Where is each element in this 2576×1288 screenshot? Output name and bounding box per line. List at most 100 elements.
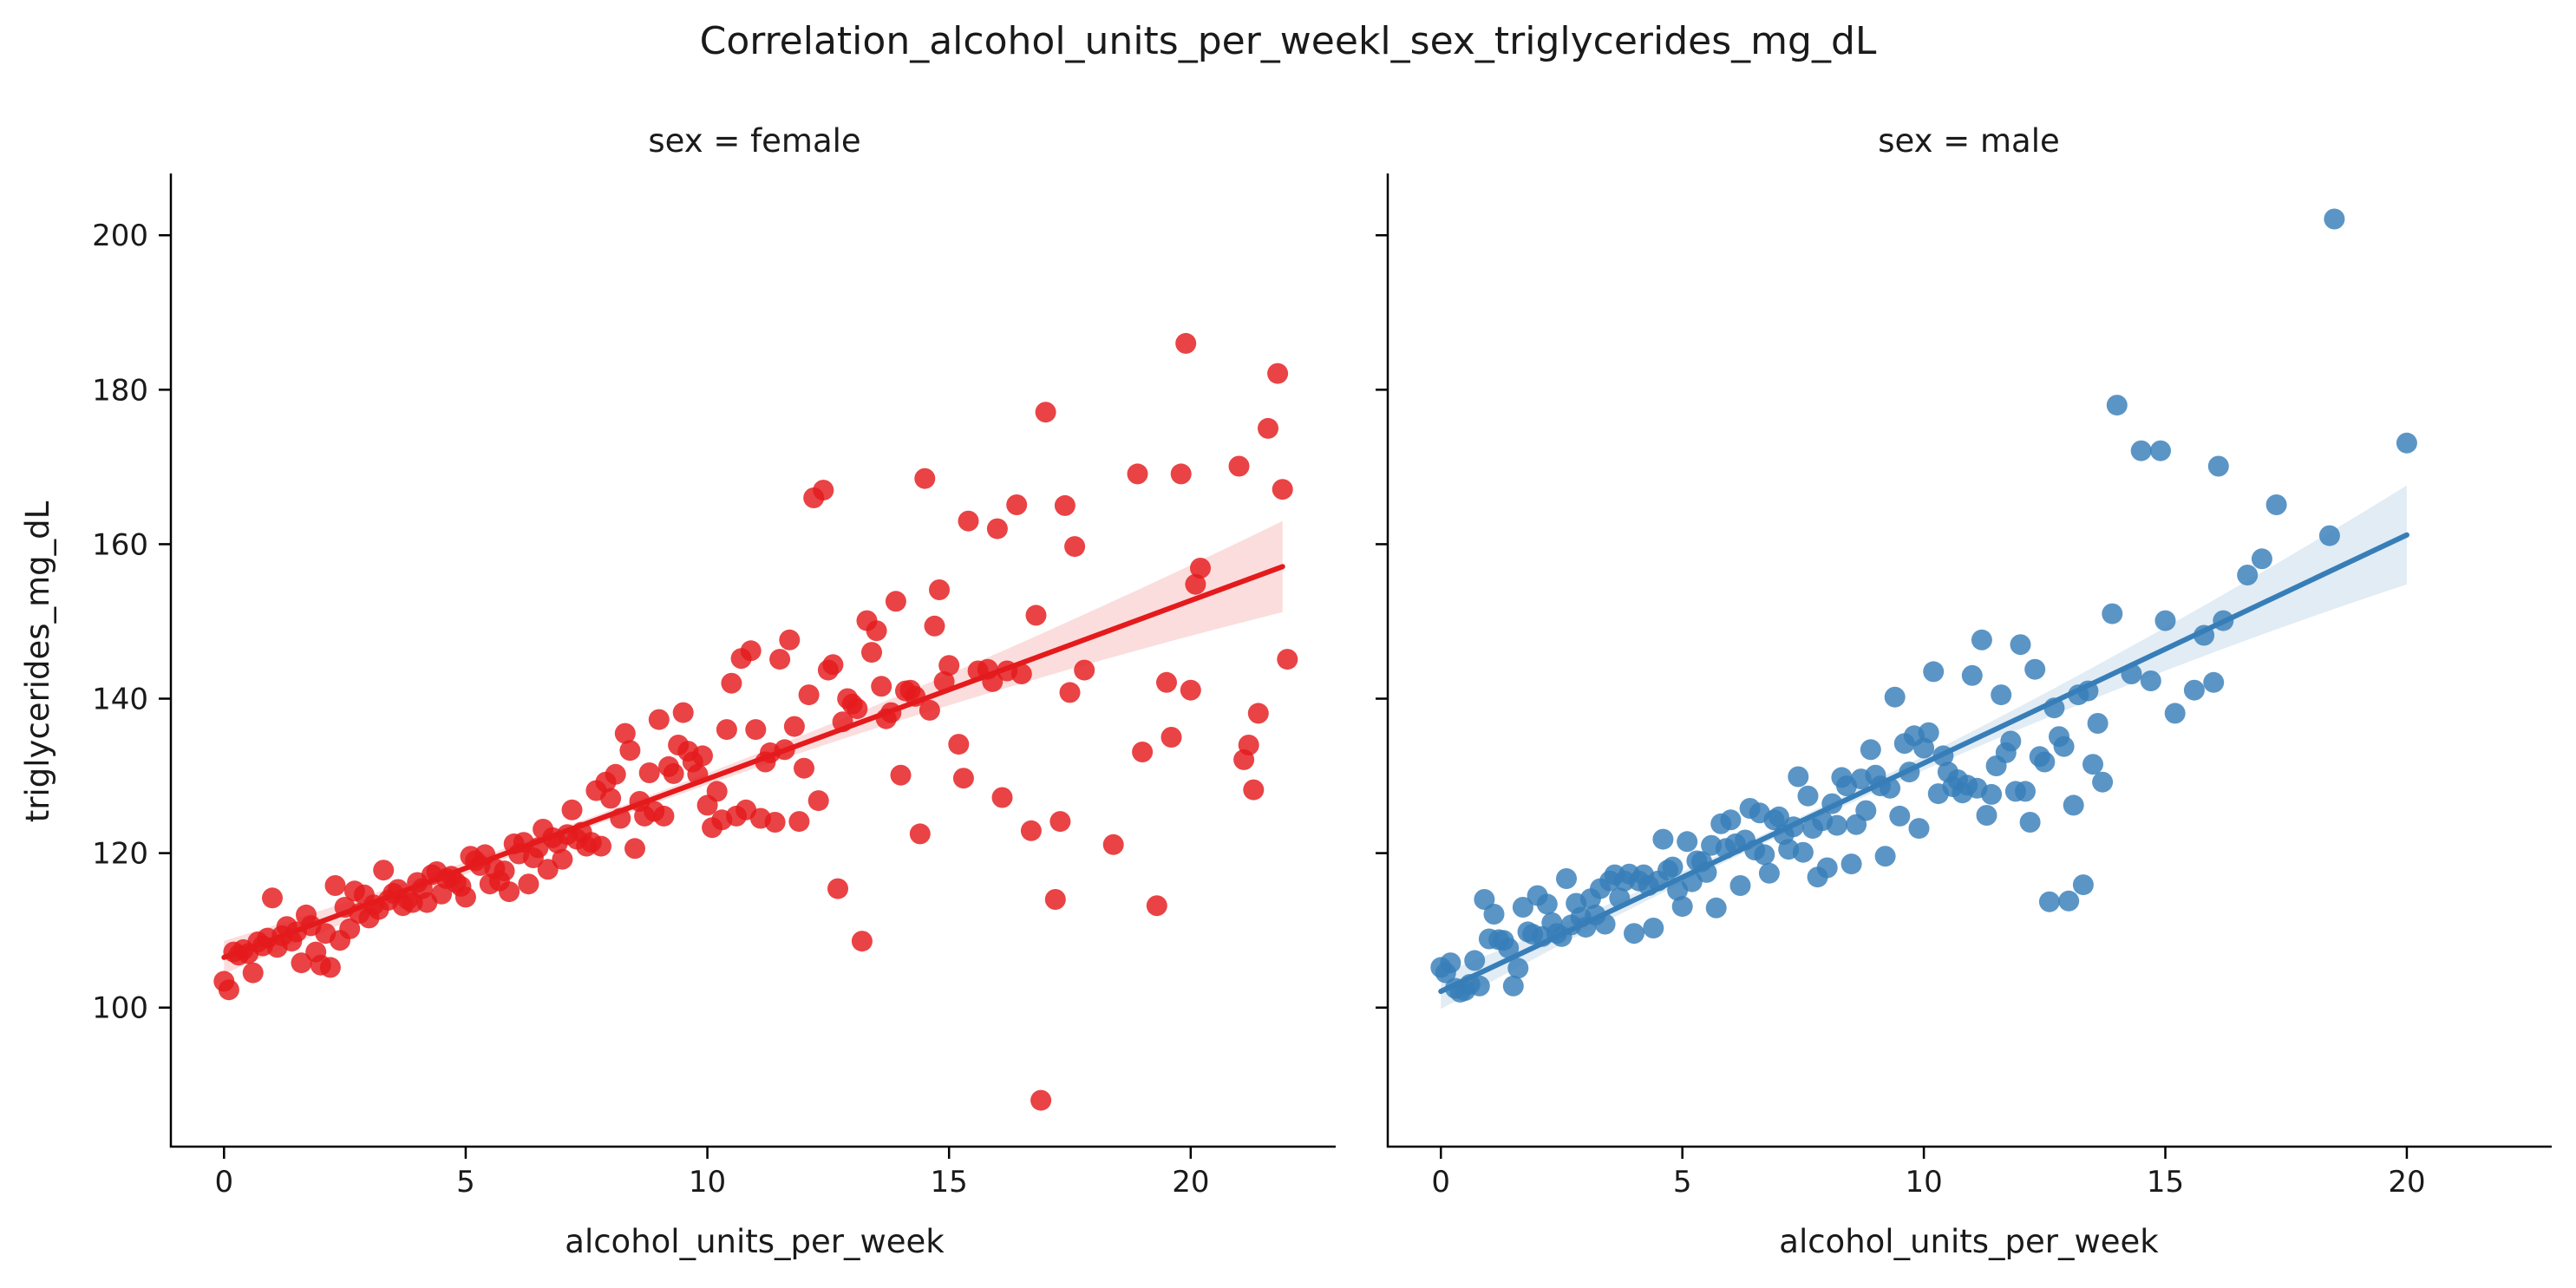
- data-point-female-124: [813, 480, 834, 501]
- data-point-female-151: [948, 734, 970, 755]
- data-point-female-126: [822, 654, 844, 676]
- data-point-female-70: [552, 848, 573, 870]
- data-point-male-126: [2038, 891, 2060, 912]
- y-tick-label-180: 180: [92, 373, 148, 408]
- facet-male: sex = male 0 5 10 15 20 alcohol_units_per_we…: [1376, 122, 2552, 1260]
- data-point-female-153: [958, 510, 979, 532]
- axes-spines-female: [169, 173, 1336, 1148]
- regression-line-segment-female: [221, 564, 1285, 960]
- data-point-male-68: [1758, 862, 1780, 884]
- data-point-male-112: [1971, 629, 1992, 651]
- data-point-male-22: [1536, 893, 1558, 915]
- data-point-female-10: [262, 887, 283, 909]
- data-point-male-51: [1677, 831, 1698, 853]
- data-point-female-59: [499, 881, 520, 903]
- data-point-male-153: [2265, 494, 2287, 515]
- data-point-male-11: [1483, 904, 1505, 925]
- data-point-male-80: [1816, 857, 1838, 879]
- data-point-male-155: [2324, 208, 2345, 230]
- data-point-female-131: [847, 698, 868, 720]
- data-point-male-149: [2207, 455, 2229, 477]
- facet-title-female: sex = female: [648, 122, 860, 160]
- data-point-male-101: [1918, 722, 1939, 743]
- data-point-male-152: [2251, 548, 2272, 570]
- data-point-male-14: [1498, 938, 1520, 959]
- data-point-male-137: [2092, 771, 2114, 793]
- data-point-female-189: [1267, 363, 1289, 384]
- data-point-male-2: [1440, 952, 1461, 974]
- data-point-male-46: [1652, 828, 1674, 850]
- data-point-male-129: [2053, 736, 2075, 757]
- data-point-female-1: [218, 979, 239, 1001]
- data-point-female-170: [1064, 536, 1086, 558]
- data-point-male-74: [1788, 766, 1809, 788]
- data-point-female-91: [653, 805, 675, 827]
- data-point-female-177: [1161, 727, 1182, 748]
- data-point-female-134: [861, 642, 882, 664]
- regression-line-male: [1438, 532, 2409, 995]
- data-point-female-167: [1049, 811, 1071, 833]
- data-point-female-115: [769, 649, 791, 670]
- axes-spines-male: [1386, 173, 2552, 1148]
- data-point-female-175: [1146, 895, 1167, 917]
- y-tick-label-120: 120: [92, 837, 148, 872]
- data-point-male-62: [1729, 875, 1751, 896]
- data-point-female-183: [1228, 455, 1250, 477]
- data-point-male-136: [2087, 713, 2109, 734]
- data-point-male-146: [2183, 679, 2205, 701]
- data-point-male-144: [2154, 610, 2176, 631]
- x-tick-label-male-15: 15: [2147, 1165, 2184, 1200]
- data-point-male-102: [1923, 661, 1945, 683]
- x-axis-label-male: alcohol_units_per_week: [1779, 1223, 2159, 1260]
- x-tick-label-male-5: 5: [1673, 1165, 1692, 1200]
- data-point-female-16: [291, 952, 312, 974]
- data-point-male-15: [1502, 975, 1524, 997]
- data-point-female-188: [1258, 417, 1278, 439]
- x-axis-ticks-female: 0 5 10 15 20: [214, 1147, 1209, 1200]
- data-point-male-88: [1855, 800, 1877, 821]
- y-axis-ticks-female: 100 120 140 160 180 200: [92, 219, 171, 1026]
- x-axis-ticks-male: 0 5 10 15 20: [1431, 1147, 2426, 1200]
- data-point-female-169: [1059, 682, 1081, 703]
- data-point-female-178: [1170, 463, 1192, 485]
- data-point-female-176: [1156, 671, 1177, 693]
- data-point-female-186: [1243, 779, 1265, 801]
- data-point-male-70: [1769, 806, 1789, 827]
- data-point-female-127: [827, 878, 848, 899]
- data-point-female-168: [1054, 494, 1076, 516]
- facet-title-male: sex = male: [1878, 122, 2060, 160]
- y-tick-label-200: 200: [92, 219, 148, 253]
- data-point-male-118: [2000, 730, 2022, 752]
- data-point-female-187: [1247, 703, 1269, 724]
- data-point-male-113: [1976, 805, 1997, 826]
- x-tick-label-male-20: 20: [2388, 1165, 2425, 1200]
- data-point-female-109: [740, 640, 762, 662]
- data-point-female-120: [794, 757, 814, 779]
- data-point-female-93: [663, 762, 684, 784]
- data-point-female-23: [324, 875, 346, 896]
- y-tick-label-100: 100: [92, 991, 148, 1026]
- data-point-female-172: [1102, 834, 1124, 855]
- data-point-male-133: [2072, 874, 2094, 896]
- data-point-male-8: [1468, 975, 1490, 997]
- data-point-female-33: [373, 860, 395, 881]
- data-point-male-7: [1464, 950, 1486, 971]
- data-point-male-92: [1874, 846, 1896, 867]
- data-point-female-140: [890, 764, 912, 786]
- x-tick-label-female-5: 5: [456, 1165, 475, 1200]
- x-axis-label-female: alcohol_units_per_week: [565, 1223, 945, 1260]
- data-point-female-146: [919, 699, 940, 721]
- data-point-female-174: [1132, 742, 1154, 762]
- data-point-male-138: [2102, 603, 2123, 624]
- data-point-female-185: [1238, 735, 1259, 755]
- data-point-female-147: [924, 615, 945, 637]
- y-axis-label: triglycerides_mg_dL: [19, 500, 56, 822]
- data-point-male-89: [1860, 739, 1881, 761]
- data-point-female-58: [494, 860, 515, 882]
- data-point-female-50: [454, 886, 476, 908]
- regression-line-segment-male: [1438, 532, 2409, 995]
- data-point-female-81: [605, 763, 626, 785]
- data-point-female-164: [1030, 1089, 1052, 1111]
- data-point-female-22: [319, 957, 341, 978]
- data-point-male-99: [1908, 818, 1930, 840]
